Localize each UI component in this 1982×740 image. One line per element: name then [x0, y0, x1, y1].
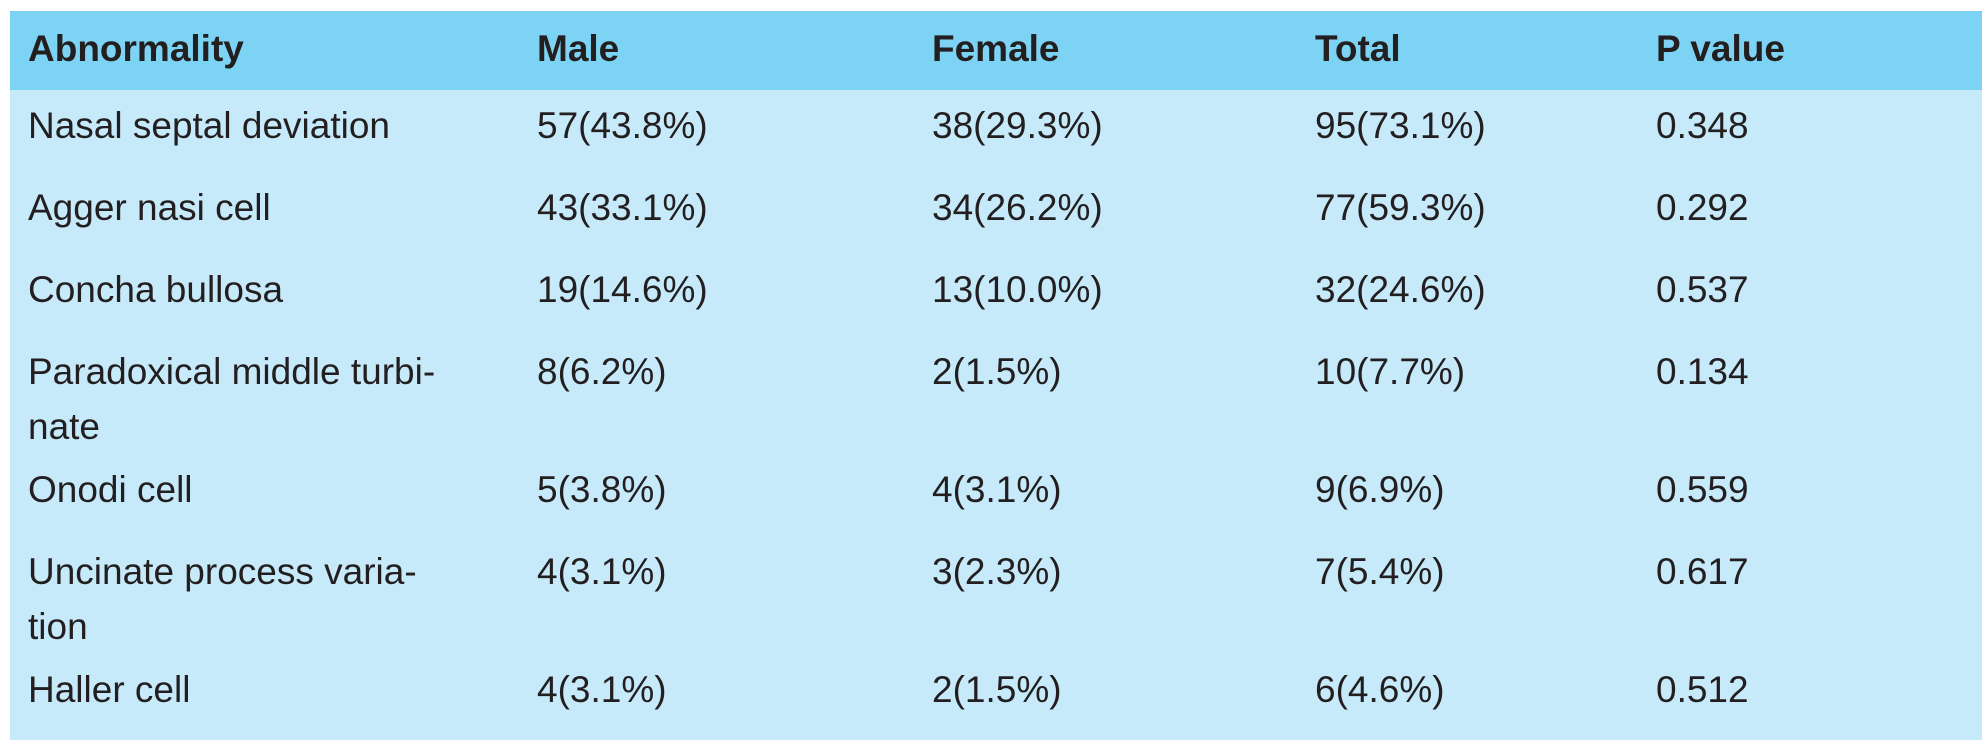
total-cell: 6(4.6%) — [1297, 654, 1638, 740]
abnormality-cell: Haller cell — [10, 654, 519, 740]
female-cell: 34(26.2%) — [914, 172, 1297, 254]
female-cell: 2(1.5%) — [914, 654, 1297, 740]
abnormality-cell: Concha bullosa — [10, 254, 519, 336]
abnormality-cell: Onodi cell — [10, 454, 519, 536]
table-row: Paradoxical middle turbi- nate 8(6.2%) 2… — [10, 336, 1982, 454]
male-cell: 57(43.8%) — [519, 90, 914, 172]
male-cell: 4(3.1%) — [519, 536, 914, 654]
total-cell: 95(73.1%) — [1297, 90, 1638, 172]
female-cell: 13(10.0%) — [914, 254, 1297, 336]
p-value-cell: 0.292 — [1638, 172, 1982, 254]
p-value-cell: 0.512 — [1638, 654, 1982, 740]
total-cell: 9(6.9%) — [1297, 454, 1638, 536]
male-cell: 43(33.1%) — [519, 172, 914, 254]
abnormality-cell: Nasal septal deviation — [10, 90, 519, 172]
female-cell: 4(3.1%) — [914, 454, 1297, 536]
column-header-abnormality: Abnormality — [10, 11, 519, 90]
header-row: Abnormality Male Female Total P value — [10, 11, 1982, 90]
abnormality-cell: Uncinate process varia- tion — [10, 536, 519, 654]
male-cell: 8(6.2%) — [519, 336, 914, 454]
table-row: Concha bullosa 19(14.6%) 13(10.0%) 32(24… — [10, 254, 1982, 336]
p-value-cell: 0.537 — [1638, 254, 1982, 336]
column-header-female: Female — [914, 11, 1297, 90]
total-cell: 32(24.6%) — [1297, 254, 1638, 336]
table-row: Nasal septal deviation 57(43.8%) 38(29.3… — [10, 90, 1982, 172]
table-row: Uncinate process varia- tion 4(3.1%) 3(2… — [10, 536, 1982, 654]
p-value-cell: 0.134 — [1638, 336, 1982, 454]
male-cell: 19(14.6%) — [519, 254, 914, 336]
abnormality-cell: Agger nasi cell — [10, 172, 519, 254]
p-value-cell: 0.617 — [1638, 536, 1982, 654]
total-cell: 77(59.3%) — [1297, 172, 1638, 254]
abnormalities-table: Abnormality Male Female Total P value Na… — [10, 11, 1982, 740]
data-table: Abnormality Male Female Total P value Na… — [10, 11, 1982, 740]
total-cell: 10(7.7%) — [1297, 336, 1638, 454]
abnormality-cell: Paradoxical middle turbi- nate — [10, 336, 519, 454]
table-row: Haller cell 4(3.1%) 2(1.5%) 6(4.6%) 0.51… — [10, 654, 1982, 740]
column-header-total: Total — [1297, 11, 1638, 90]
male-cell: 4(3.1%) — [519, 654, 914, 740]
total-cell: 7(5.4%) — [1297, 536, 1638, 654]
female-cell: 2(1.5%) — [914, 336, 1297, 454]
male-cell: 5(3.8%) — [519, 454, 914, 536]
p-value-cell: 0.348 — [1638, 90, 1982, 172]
table-row: Onodi cell 5(3.8%) 4(3.1%) 9(6.9%) 0.559 — [10, 454, 1982, 536]
column-header-male: Male — [519, 11, 914, 90]
female-cell: 3(2.3%) — [914, 536, 1297, 654]
column-header-p-value: P value — [1638, 11, 1982, 90]
p-value-cell: 0.559 — [1638, 454, 1982, 536]
table-row: Agger nasi cell 43(33.1%) 34(26.2%) 77(5… — [10, 172, 1982, 254]
female-cell: 38(29.3%) — [914, 90, 1297, 172]
